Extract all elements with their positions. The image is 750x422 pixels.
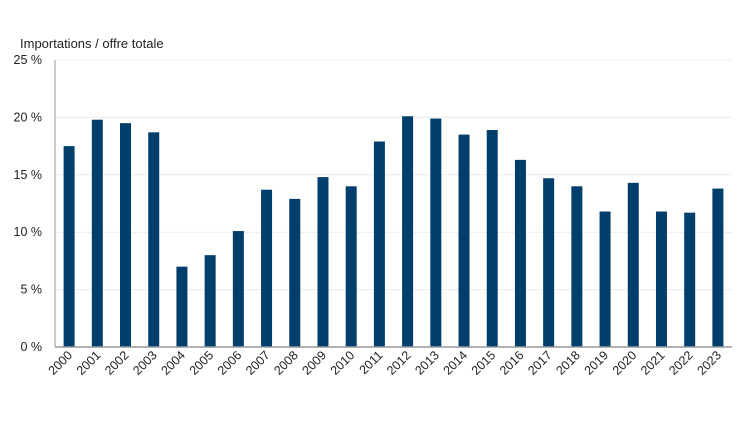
bar-2004: [176, 266, 188, 347]
x-tick-label: 2019: [582, 348, 612, 378]
x-tick-label: 2022: [666, 348, 696, 378]
bar-2006: [232, 231, 244, 347]
x-tick-label: 2020: [610, 348, 640, 378]
y-tick-label: 10 %: [14, 225, 43, 239]
chart-title: Importations / offre totale: [20, 36, 164, 51]
bar-2008: [289, 198, 301, 347]
x-tick-label: 2021: [638, 348, 668, 378]
bar-2011: [373, 141, 385, 347]
x-tick-label: 2017: [525, 348, 555, 378]
bar-2005: [204, 255, 216, 347]
x-tick-label: 2013: [412, 348, 442, 378]
bar-2022: [684, 212, 696, 347]
x-tick-label: 2023: [694, 348, 724, 378]
x-tick-label: 2018: [553, 348, 583, 378]
bar-2023: [712, 188, 724, 347]
bar-2001: [91, 119, 103, 347]
bar-2020: [627, 182, 639, 347]
bar-2018: [571, 186, 583, 347]
bar-2000: [63, 146, 75, 347]
x-tick-label: 2009: [300, 348, 330, 378]
x-tick-label: 2014: [441, 348, 471, 378]
bar-2021: [655, 211, 667, 347]
y-tick-label: 0 %: [20, 340, 42, 354]
bar-2003: [148, 132, 160, 347]
y-tick-label: 25 %: [14, 53, 43, 67]
y-tick-label: 5 %: [20, 283, 42, 297]
x-tick-label: 2001: [74, 348, 104, 378]
x-tick-label: 2012: [384, 348, 414, 378]
bar-2017: [543, 178, 555, 347]
bar-2010: [345, 186, 357, 347]
x-tick-label: 2004: [158, 348, 188, 378]
x-tick-label: 2016: [497, 348, 527, 378]
bar-2012: [402, 116, 414, 347]
x-tick-label: 2000: [46, 348, 76, 378]
bar-2019: [599, 211, 611, 347]
y-tick-label: 20 %: [14, 110, 43, 124]
x-tick-label: 2005: [187, 348, 217, 378]
bar-2013: [430, 118, 442, 347]
x-tick-label: 2007: [243, 348, 273, 378]
bar-2009: [317, 177, 329, 347]
x-tick-label: 2011: [357, 348, 386, 377]
y-tick-label: 15 %: [14, 168, 43, 182]
bar-2014: [458, 134, 470, 347]
x-tick-label: 2003: [130, 348, 160, 378]
bar-2007: [261, 189, 273, 347]
bar-2002: [120, 123, 132, 347]
bar-2016: [514, 159, 526, 347]
x-tick-label: 2015: [469, 348, 499, 378]
x-tick-label: 2002: [102, 348, 132, 378]
x-tick-label: 2008: [271, 348, 301, 378]
x-tick-label: 2010: [328, 348, 358, 378]
bar-2015: [486, 130, 498, 347]
x-tick-label: 2006: [215, 348, 245, 378]
